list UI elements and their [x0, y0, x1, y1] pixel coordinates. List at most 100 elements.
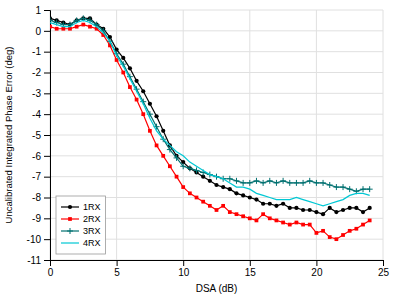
series-marker — [241, 214, 245, 218]
series-marker — [208, 204, 212, 208]
tick-label: 15 — [245, 267, 257, 278]
series-marker — [368, 219, 372, 223]
tick-mark — [44, 260, 50, 261]
tick: 0 — [35, 26, 50, 37]
series-marker — [287, 180, 293, 186]
x-axis: 0510152025 — [48, 260, 390, 278]
grid-line — [50, 114, 383, 115]
tick-mark — [44, 156, 50, 157]
series-marker — [335, 237, 339, 241]
series-marker — [328, 235, 332, 239]
tick: 15 — [245, 260, 257, 278]
series-marker — [300, 180, 306, 186]
legend-entry: 1RX — [61, 202, 101, 212]
series-marker — [128, 85, 132, 89]
axis-line — [51, 261, 384, 267]
series-marker — [148, 102, 152, 106]
legend: 1RX 2RX 3RX 4RX — [56, 196, 106, 254]
legend-entry: 4RX — [61, 238, 101, 248]
series-marker — [308, 208, 312, 212]
series-marker — [327, 182, 333, 188]
tick-mark — [44, 93, 50, 94]
series-marker — [275, 219, 279, 223]
series-marker — [221, 185, 225, 189]
tick-mark — [44, 31, 50, 32]
series-marker — [341, 208, 345, 212]
series-marker — [50, 25, 52, 29]
series-marker — [228, 187, 232, 191]
series-marker — [308, 223, 312, 227]
series-marker — [261, 212, 265, 216]
grid-line — [50, 93, 383, 94]
series-marker — [301, 223, 305, 227]
tick-mark — [44, 10, 50, 11]
y-axis-title: Uncalibrated Integrated Phase Error (deg… — [3, 47, 14, 224]
tick-mark — [250, 260, 251, 266]
tick-label: 0 — [48, 267, 54, 278]
tick-mark — [44, 177, 50, 178]
tick-label: -10 — [27, 234, 42, 245]
legend-swatch — [61, 243, 79, 244]
x-axis-title: DSA (dB) — [196, 283, 238, 294]
series-marker — [208, 179, 212, 183]
series — [50, 20, 370, 205]
series-marker — [201, 200, 205, 204]
tick-mark — [44, 135, 50, 136]
tick: -5 — [32, 130, 50, 141]
tick-label: -9 — [32, 213, 41, 224]
chart-container: 051015202510-1-2-3-4-5-6-7-8-9-10-11DSA … — [0, 0, 397, 298]
series-marker — [341, 233, 345, 237]
tick-label: 20 — [311, 267, 323, 278]
series-marker — [154, 114, 158, 118]
series-marker — [195, 196, 199, 200]
series-marker — [254, 197, 258, 201]
legend-swatch — [61, 217, 79, 221]
series-marker — [141, 112, 145, 116]
series-marker — [320, 180, 326, 186]
series-marker — [233, 178, 239, 184]
tick-label: -11 — [27, 255, 41, 266]
series-marker — [347, 186, 353, 192]
tick: 20 — [311, 260, 323, 278]
series-marker — [368, 206, 372, 210]
series-marker — [307, 178, 313, 184]
tick: -9 — [32, 213, 50, 224]
y-axis: 10-1-2-3-4-5-6-7-8-9-10-11 — [27, 5, 51, 266]
legend-label: 1RX — [83, 202, 101, 212]
series-marker — [75, 25, 79, 29]
legend-entry: 3RX — [61, 226, 101, 236]
series-marker — [321, 229, 325, 233]
series-marker — [128, 66, 132, 70]
series-marker — [248, 216, 252, 220]
series — [50, 16, 372, 216]
series — [50, 23, 372, 241]
series-marker — [253, 178, 259, 184]
series-marker — [301, 208, 305, 212]
tick-mark — [383, 260, 384, 266]
grid — [50, 10, 383, 260]
series-marker — [121, 71, 125, 75]
tick-mark — [183, 260, 184, 266]
tick-mark — [44, 198, 50, 199]
series-marker — [281, 202, 285, 206]
series-marker — [188, 166, 192, 170]
series-marker — [121, 56, 125, 60]
series-line — [50, 25, 370, 240]
tick-mark — [44, 73, 50, 74]
legend-box — [56, 196, 106, 254]
tick-label: 5 — [114, 267, 120, 278]
series-marker — [235, 212, 239, 216]
tick-label: 25 — [378, 267, 390, 278]
tick: -11 — [27, 255, 50, 266]
legend-label: 2RX — [83, 214, 101, 224]
tick-label: -3 — [32, 88, 41, 99]
tick: 0 — [48, 260, 54, 278]
series-marker — [314, 210, 318, 214]
series-marker — [88, 25, 92, 29]
series-marker — [315, 231, 319, 235]
series-marker — [240, 180, 246, 186]
series-marker — [340, 184, 346, 190]
chart-svg: 051015202510-1-2-3-4-5-6-7-8-9-10-11DSA … — [0, 0, 397, 298]
axis-line — [44, 11, 51, 261]
tick-mark — [44, 52, 50, 53]
